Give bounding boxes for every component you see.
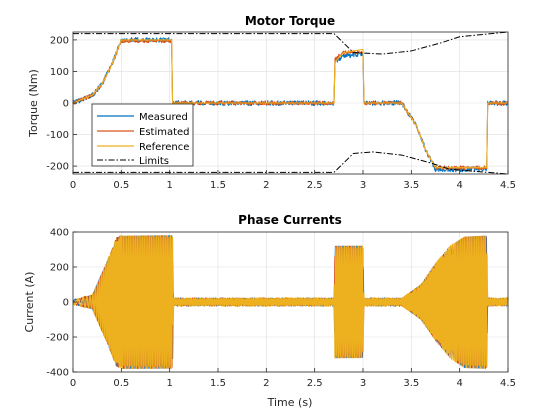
bottom-y-tick-label-1: -200 [46,333,69,344]
motor-torque-panel: Motor Torque 0 0.5 1 1.5 2 2.5 3 3.5 4 4.5 -200 -1… [27,14,516,191]
top-x-tick-label-8: 4 [456,180,462,191]
top-x-tick-label-6: 3 [360,180,366,191]
top-x-tick-label-2: 1 [166,180,172,191]
top-y-tick-label-4: 200 [50,35,69,46]
legend-label-estimated: Estimated [139,127,190,138]
bottom-y-tick-label-3: 200 [50,263,69,274]
torque-series-reference [72,39,509,169]
legend-label-reference: Reference [139,142,189,153]
legend-label-measured: Measured [139,112,188,123]
bottom-x-tick-label-0: 0 [70,378,76,389]
phase-currents-y-ticks: -400 -200 0 200 400 [46,228,77,379]
top-y-tick-label-2: 0 [63,99,69,110]
top-x-tick-label-9: 4.5 [500,180,516,191]
top-x-tick-label-1: 0.5 [113,180,129,191]
bottom-x-tick-label-2: 1 [166,378,172,389]
bottom-y-tick-label-0: -400 [46,368,69,379]
motor-torque-x-ticks: 0 0.5 1 1.5 2 2.5 3 3.5 4 4.5 [70,170,516,191]
phase-currents-y-label: Current (A) [23,272,36,333]
bottom-y-tick-label-2: 0 [63,298,69,309]
top-y-tick-label-0: -200 [46,162,69,173]
top-x-tick-label-5: 2.5 [307,180,323,191]
phase-currents-panel: Phase Currents 0 0.5 1 1.5 2 2.5 3 3.5 4 4.5 -400… [23,213,516,409]
bottom-y-tick-label-4: 400 [50,228,69,239]
top-y-tick-label-3: 100 [50,67,69,78]
current-series-phase-c [72,234,509,370]
motor-torque-legend: Measured Estimated Reference Limits [91,103,194,167]
motor-torque-y-ticks: -200 -100 0 100 200 [46,35,77,173]
legend-box [91,103,194,167]
phase-currents-x-label: Time (s) [267,396,313,409]
bottom-x-tick-label-9: 4.5 [500,378,516,389]
legend-label-limits: Limits [139,156,169,167]
bottom-x-tick-label-7: 3.5 [403,378,419,389]
bottom-x-tick-label-6: 3 [360,378,366,389]
top-x-tick-label-7: 3.5 [403,180,419,191]
bottom-x-tick-label-4: 2 [263,378,269,389]
torque-limit-lower [73,151,509,175]
phase-currents-series [72,234,509,370]
bottom-x-tick-label-3: 1.5 [210,378,226,389]
top-y-tick-label-1: -100 [46,130,69,141]
motor-torque-series [72,31,509,175]
motor-torque-title: Motor Torque [245,14,335,28]
top-x-tick-label-0: 0 [70,180,76,191]
torque-limit-upper [73,31,509,55]
top-x-tick-label-4: 2 [263,180,269,191]
motor-torque-y-label: Torque (Nm) [27,69,40,138]
phase-currents-title: Phase Currents [238,213,342,227]
phase-currents-x-ticks: 0 0.5 1 1.5 2 2.5 3 3.5 4 4.5 [70,368,516,389]
bottom-x-tick-label-8: 4 [456,378,462,389]
bottom-x-tick-label-1: 0.5 [113,378,129,389]
bottom-x-tick-label-5: 2.5 [307,378,323,389]
top-x-tick-label-3: 1.5 [210,180,226,191]
